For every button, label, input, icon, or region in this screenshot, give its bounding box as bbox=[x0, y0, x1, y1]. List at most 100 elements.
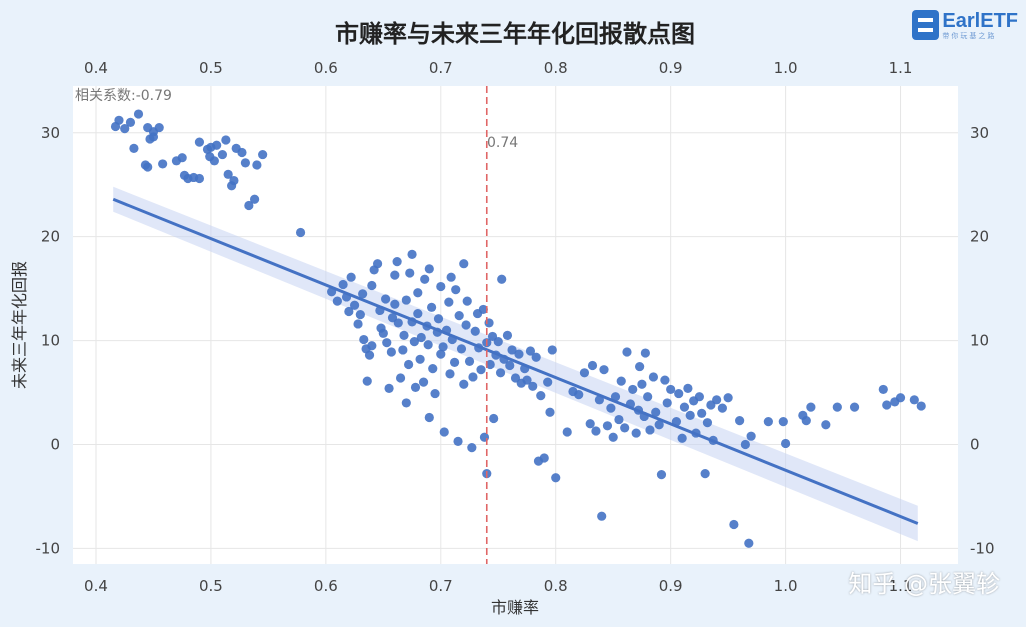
data-point-72 bbox=[401, 295, 411, 305]
data-point-107 bbox=[454, 311, 464, 321]
data-point-92 bbox=[430, 388, 440, 399]
y-axis-label: 未来三年年化回报 bbox=[10, 261, 29, 389]
data-point-205 bbox=[740, 439, 750, 450]
data-point-155 bbox=[585, 419, 595, 429]
data-point-95 bbox=[436, 349, 446, 359]
data-point-191 bbox=[685, 410, 695, 421]
data-point-125 bbox=[485, 359, 495, 370]
data-point-89 bbox=[424, 412, 434, 423]
data-point-159 bbox=[597, 511, 607, 521]
data-point-177 bbox=[643, 392, 653, 402]
data-point-13 bbox=[158, 159, 168, 169]
x-tick-label-top-0: 0.4 bbox=[84, 59, 108, 77]
x-tick-label-bottom-4: 0.8 bbox=[544, 577, 568, 595]
data-point-190 bbox=[683, 383, 693, 393]
data-point-135 bbox=[507, 345, 517, 355]
data-point-91 bbox=[428, 364, 438, 374]
data-point-149 bbox=[547, 345, 557, 355]
data-point-108 bbox=[456, 344, 467, 354]
data-point-74 bbox=[404, 359, 414, 370]
data-point-180 bbox=[651, 407, 661, 417]
data-point-78 bbox=[409, 337, 419, 347]
data-point-148 bbox=[545, 407, 555, 417]
reference-line-label: 0.74 bbox=[487, 135, 518, 151]
y-tick-label-right-0: -10 bbox=[970, 539, 995, 557]
data-point-208 bbox=[763, 417, 773, 427]
data-point-210 bbox=[780, 438, 791, 449]
data-point-161 bbox=[602, 421, 613, 431]
data-point-49 bbox=[359, 334, 369, 345]
data-point-69 bbox=[395, 373, 406, 383]
x-tick-label-bottom-6: 1.0 bbox=[774, 577, 798, 595]
data-point-151 bbox=[562, 427, 572, 437]
data-point-183 bbox=[660, 375, 670, 385]
data-point-98 bbox=[439, 427, 449, 437]
data-point-167 bbox=[620, 423, 630, 433]
data-point-87 bbox=[423, 340, 433, 350]
data-point-197 bbox=[702, 418, 713, 428]
data-point-217 bbox=[878, 384, 888, 395]
x-tick-label-bottom-7: 1.1 bbox=[889, 577, 913, 595]
data-point-196 bbox=[700, 468, 710, 479]
data-point-37 bbox=[258, 149, 268, 160]
y-tick-label-left-3: 20 bbox=[41, 228, 60, 246]
data-point-38 bbox=[295, 227, 306, 238]
y-tick-label-right-4: 30 bbox=[970, 124, 989, 142]
data-point-124 bbox=[484, 318, 494, 328]
data-point-85 bbox=[420, 274, 430, 284]
data-point-203 bbox=[729, 519, 739, 530]
data-point-147 bbox=[543, 377, 553, 387]
data-point-47 bbox=[355, 310, 365, 320]
data-point-215 bbox=[832, 402, 842, 412]
data-point-1 bbox=[114, 115, 124, 125]
data-point-104 bbox=[449, 357, 460, 368]
data-point-24 bbox=[209, 156, 219, 166]
data-point-222 bbox=[916, 401, 926, 411]
data-point-40 bbox=[332, 296, 342, 306]
data-point-5 bbox=[129, 143, 139, 153]
data-point-100 bbox=[444, 297, 454, 307]
y-tick-label-right-1: 0 bbox=[970, 436, 980, 454]
data-point-84 bbox=[418, 377, 429, 387]
data-point-109 bbox=[459, 259, 469, 269]
data-point-209 bbox=[778, 417, 788, 427]
chart-title: 市赚率与未来三年年化回报散点图 bbox=[335, 20, 695, 48]
data-point-178 bbox=[645, 425, 655, 435]
data-point-181 bbox=[654, 420, 664, 430]
data-point-201 bbox=[717, 403, 727, 413]
data-point-62 bbox=[384, 383, 394, 393]
data-point-25 bbox=[212, 140, 222, 150]
data-point-94 bbox=[433, 314, 444, 324]
data-point-165 bbox=[614, 414, 624, 425]
data-point-112 bbox=[462, 296, 472, 306]
data-point-34 bbox=[244, 200, 254, 211]
data-point-97 bbox=[438, 342, 448, 352]
confidence-band-group bbox=[113, 186, 918, 542]
data-point-33 bbox=[240, 158, 251, 168]
data-point-221 bbox=[909, 395, 919, 405]
correlation-label: 相关系数:-0.79 bbox=[75, 88, 172, 104]
data-point-101 bbox=[445, 369, 455, 379]
data-point-7 bbox=[143, 162, 153, 172]
data-point-142 bbox=[528, 381, 538, 391]
data-point-56 bbox=[372, 259, 383, 269]
data-point-163 bbox=[608, 432, 618, 442]
data-point-26 bbox=[217, 149, 228, 160]
data-point-173 bbox=[635, 361, 645, 372]
data-point-187 bbox=[674, 388, 684, 399]
data-point-30 bbox=[221, 135, 231, 145]
data-point-195 bbox=[697, 408, 707, 418]
logo-name: EarlETF bbox=[942, 9, 1018, 32]
data-point-129 bbox=[493, 337, 503, 347]
data-point-15 bbox=[177, 153, 187, 163]
data-point-10 bbox=[143, 122, 153, 133]
y-tick-label-left-2: 10 bbox=[41, 332, 60, 350]
x-tick-label-top-2: 0.6 bbox=[314, 59, 338, 77]
data-point-202 bbox=[723, 393, 733, 403]
data-point-44 bbox=[346, 272, 356, 282]
earletf-logo: EarlETF 带你玩基之路 bbox=[912, 8, 1018, 42]
data-point-185 bbox=[666, 384, 676, 395]
data-point-164 bbox=[610, 392, 621, 402]
data-point-35 bbox=[249, 194, 260, 204]
y-tick-label-left-1: 0 bbox=[50, 436, 60, 454]
